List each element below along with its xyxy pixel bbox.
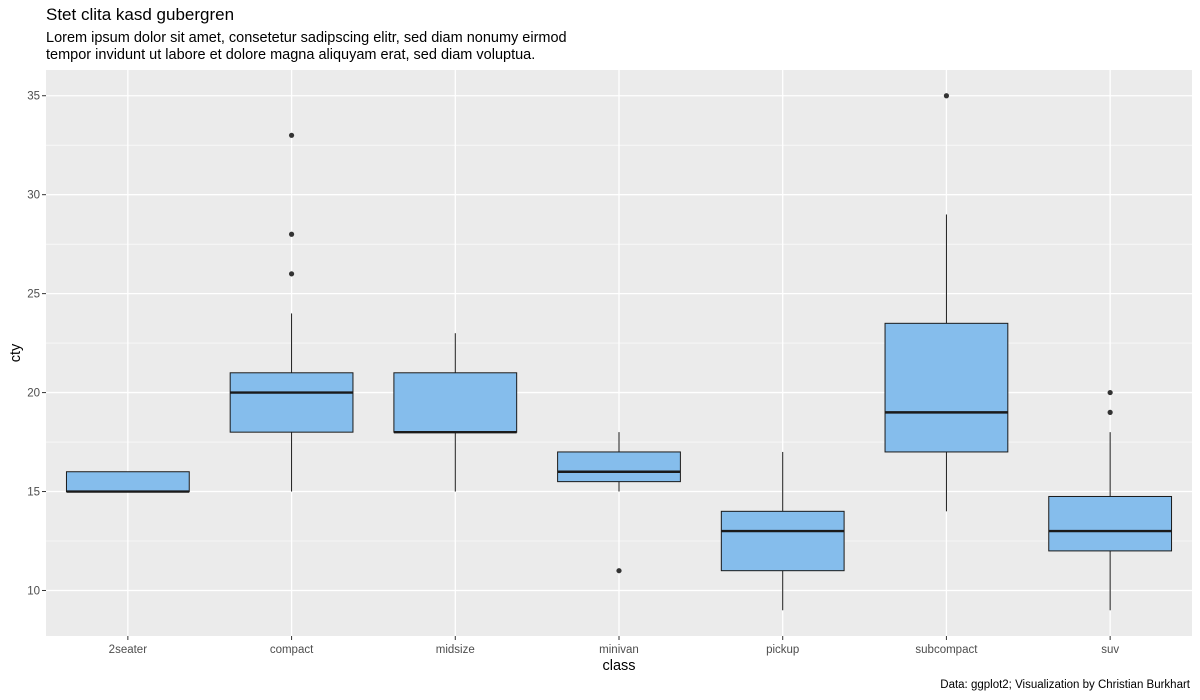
box-compact bbox=[229, 132, 354, 492]
outlier-point bbox=[616, 568, 622, 574]
box-body bbox=[557, 451, 681, 483]
x-tick-label: 2seater bbox=[109, 644, 148, 656]
box-subcompact bbox=[884, 93, 1009, 512]
box-body bbox=[393, 372, 518, 433]
x-tick-label: suv bbox=[1101, 644, 1119, 656]
outlier-point bbox=[943, 93, 950, 99]
box-body bbox=[1048, 495, 1173, 552]
y-tick-label: 20 bbox=[27, 388, 40, 400]
y-tick-label: 35 bbox=[27, 91, 40, 103]
x-tick-label: compact bbox=[270, 644, 314, 656]
x-axis-title: class bbox=[602, 658, 635, 674]
outlier-point bbox=[288, 132, 295, 138]
x-tick-label: midsize bbox=[436, 644, 475, 656]
box-midsize bbox=[393, 333, 518, 492]
chart-caption: Data: ggplot2; Visualization by Christia… bbox=[940, 679, 1190, 691]
box-minivan bbox=[557, 432, 681, 574]
outlier-point bbox=[1107, 409, 1113, 415]
box-body bbox=[884, 322, 1009, 453]
outlier-point bbox=[288, 271, 295, 277]
y-tick-label: 25 bbox=[27, 289, 40, 301]
x-tick-label: subcompact bbox=[915, 644, 978, 656]
axis-layer: 10 15 20 25 30 35 2seater compact midsize minivan… bbox=[27, 91, 1119, 656]
box-2seater bbox=[65, 471, 190, 493]
y-axis-title: cty bbox=[8, 343, 24, 362]
box-body bbox=[229, 372, 354, 433]
y-tick-label: 10 bbox=[27, 585, 40, 597]
chart-subtitle: Lorem ipsum dolor sit amet, consetetur s… bbox=[46, 30, 567, 63]
outlier-point bbox=[1107, 389, 1113, 396]
box-pickup bbox=[720, 451, 845, 611]
box-suv bbox=[1048, 389, 1173, 611]
outlier-point bbox=[288, 231, 295, 237]
y-tick-label: 30 bbox=[27, 190, 40, 202]
y-tick-label: 15 bbox=[27, 487, 40, 499]
box-layer bbox=[65, 93, 1173, 611]
box-body bbox=[65, 471, 190, 493]
box-body bbox=[720, 510, 845, 572]
x-tick-label: pickup bbox=[766, 644, 799, 656]
x-tick-label: minivan bbox=[599, 644, 639, 656]
chart-title: Stet clita kasd gubergren bbox=[46, 5, 235, 24]
